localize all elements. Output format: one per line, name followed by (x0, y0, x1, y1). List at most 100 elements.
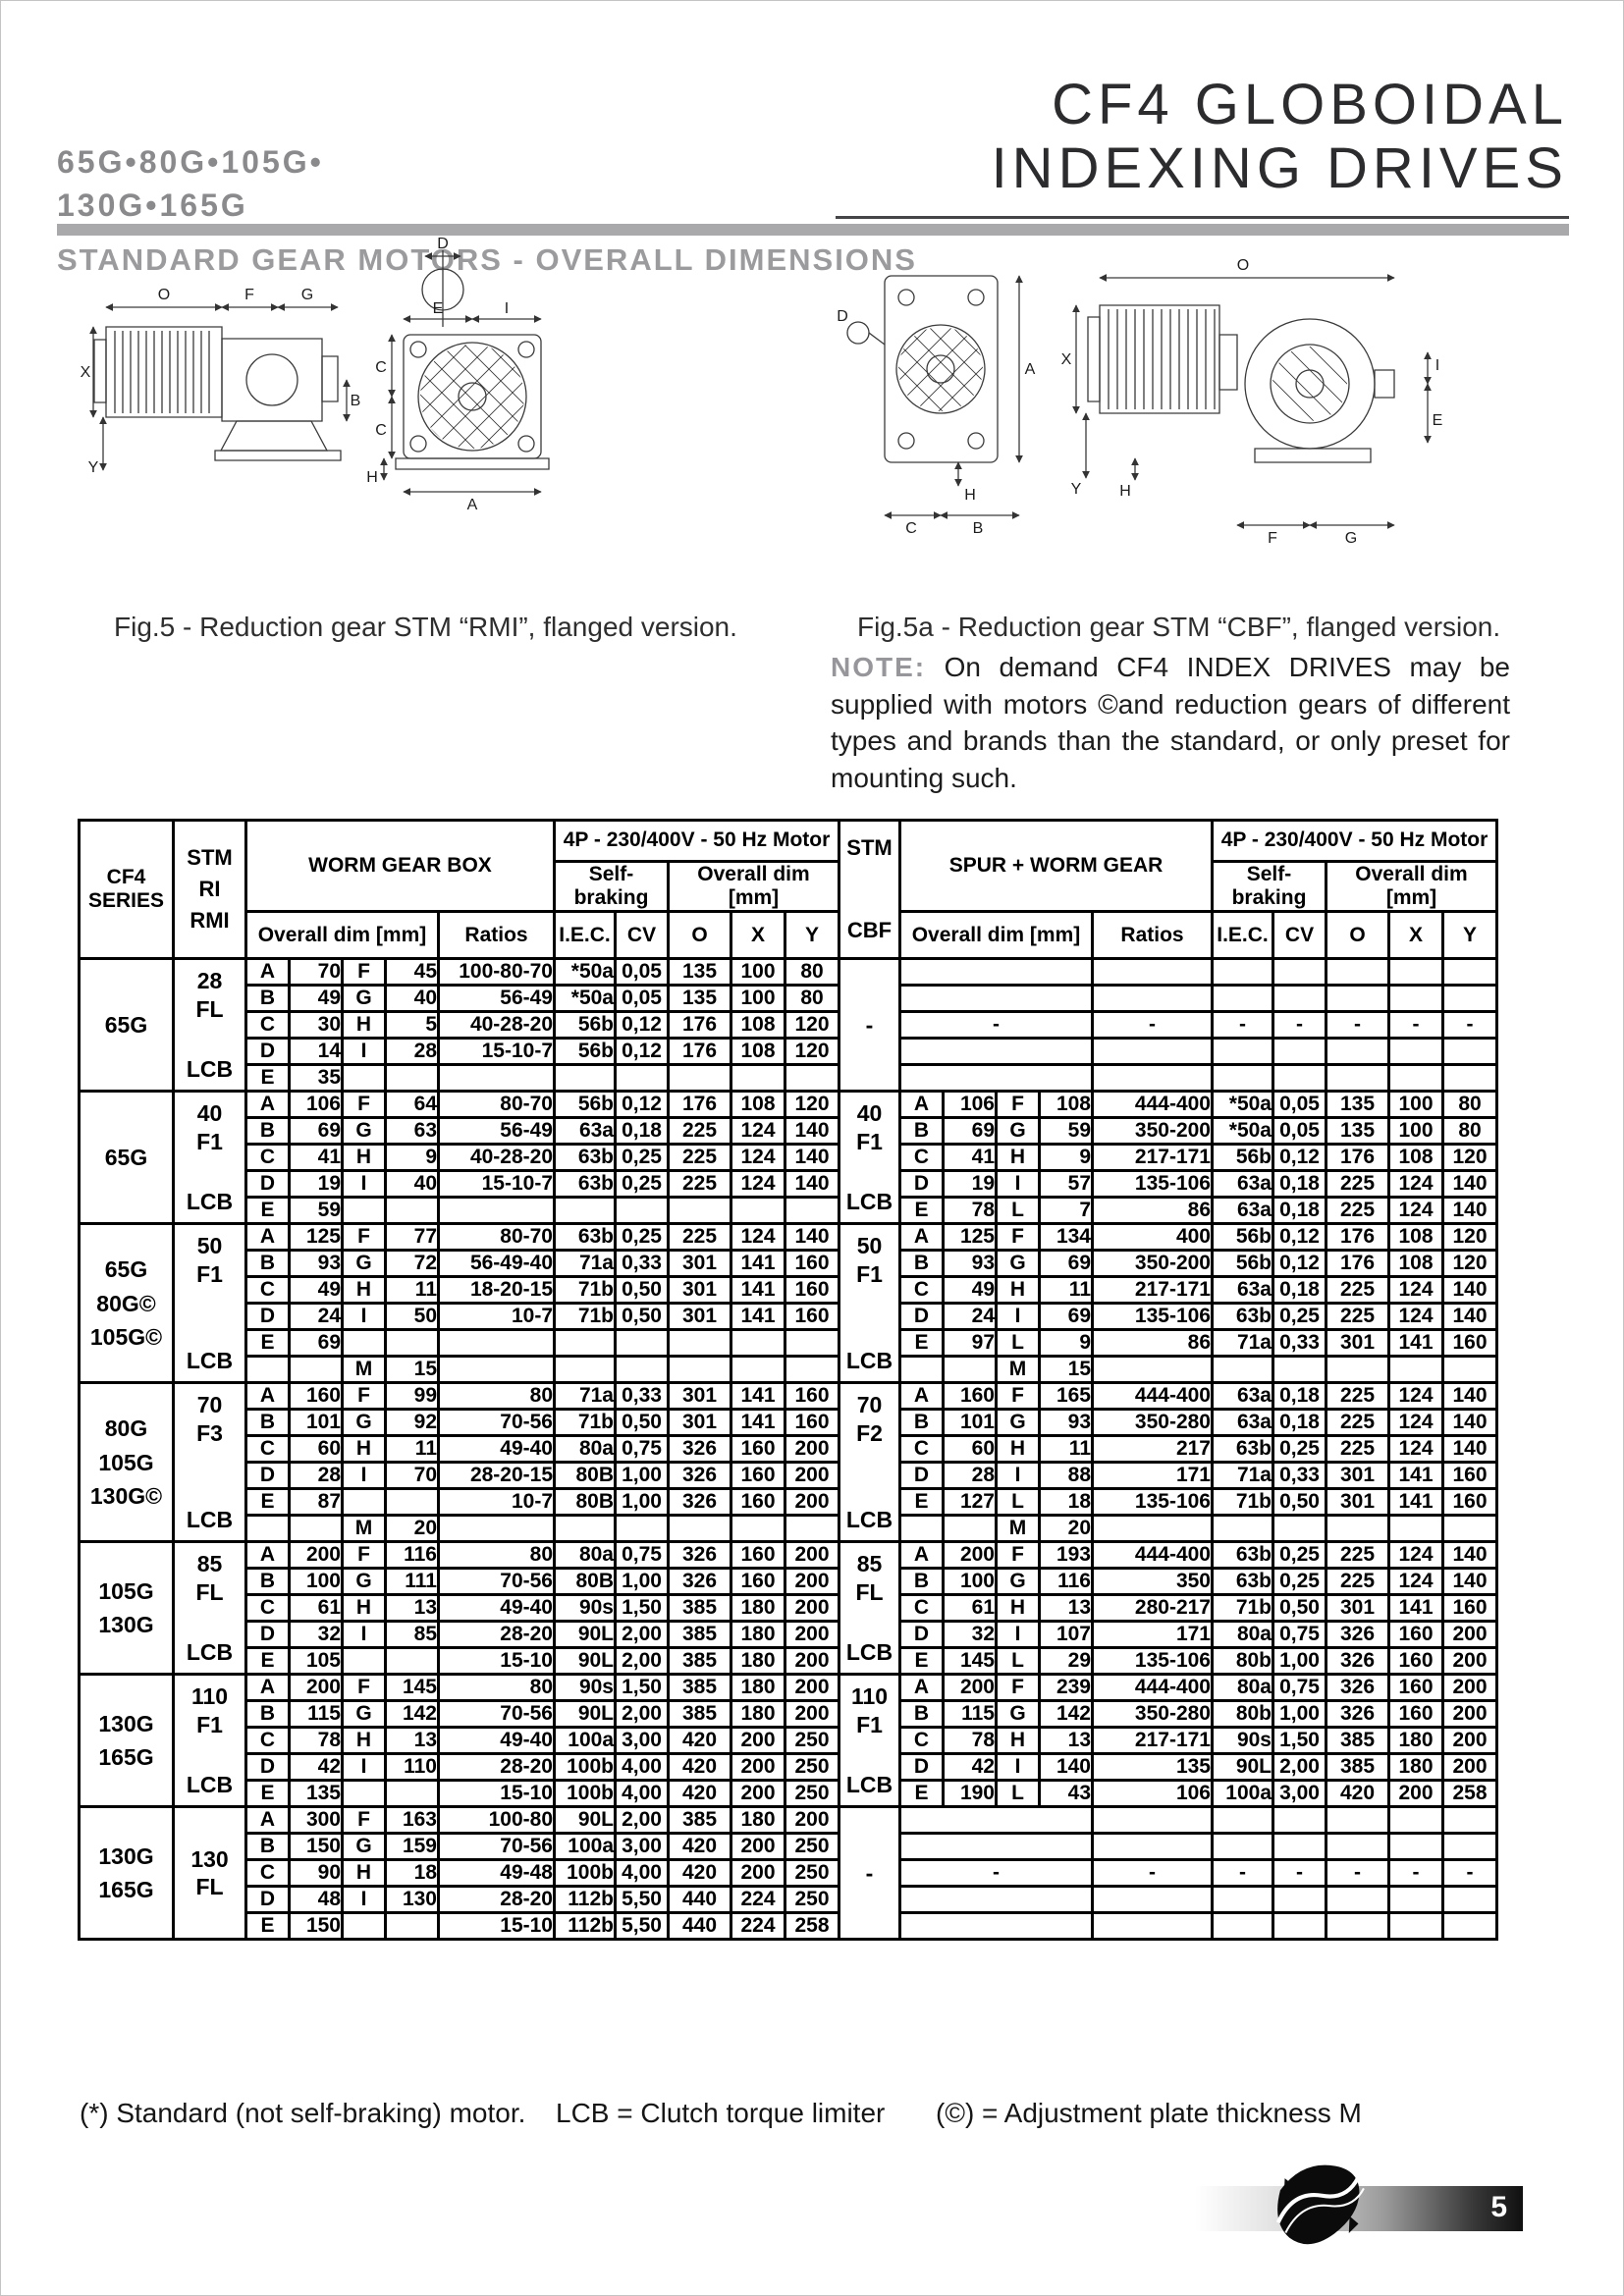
table-cell: 100b (553, 1858, 617, 1889)
dim-label-c: C (375, 359, 387, 376)
table-cell: I (995, 1302, 1041, 1332)
table-cell (898, 1037, 1094, 1067)
table-cell (667, 1355, 732, 1385)
table-cell: A (244, 1090, 291, 1120)
table-cell: 200 (730, 1858, 786, 1889)
table-cell: 63a (1211, 1381, 1274, 1412)
table-cell: 193 (1038, 1540, 1094, 1571)
dim-label-x: X (1061, 351, 1072, 368)
table-cell: 120 (1441, 1249, 1498, 1279)
table-cell: B (898, 1699, 945, 1730)
table-cell: 43 (1038, 1779, 1094, 1809)
table-cell (341, 1646, 387, 1677)
table-cell: 160 (1441, 1593, 1498, 1624)
stm-ri-cell: 40 F1 LCB (172, 1090, 247, 1226)
table-cell (1272, 1832, 1327, 1862)
table-cell: 160 (1441, 1487, 1498, 1518)
table-cell: 110 (384, 1752, 440, 1783)
table-row: 65G 28 FL LCB A 70 F 45 100-80-70 *50a 0,05 135 100… (78, 957, 1498, 1094)
table-cell: B (898, 1249, 945, 1279)
table-cell: E (244, 1063, 291, 1094)
table-cell: D (898, 1169, 945, 1200)
table-cell: 163 (384, 1805, 440, 1836)
table-cell: B (244, 1249, 291, 1279)
table-cell: 115 (288, 1699, 344, 1730)
table-cell: 0,50 (614, 1408, 670, 1438)
table-cell: 120 (1441, 1222, 1498, 1253)
table-cell: C (898, 1434, 945, 1465)
table-cell: C (244, 1010, 291, 1041)
section-title: STANDARD GEAR MOTORS - OVERALL DIMENSION… (57, 242, 917, 277)
table-cell: 10-7 (437, 1302, 556, 1332)
table-cell: 63a (1211, 1408, 1274, 1438)
series-cell: 105G 130G (78, 1540, 175, 1677)
table-row: C 41 H 9 40-28-20 63b 0,25 225 124 140 C 41 H 9 217-17… (80, 1143, 1498, 1173)
table-cell: 100a (1211, 1779, 1274, 1809)
table-cell: 0,75 (1272, 1673, 1327, 1703)
table-cell: 180 (730, 1805, 786, 1836)
table-cell: 217 (1091, 1434, 1214, 1465)
table-cell: 124 (1387, 1275, 1444, 1306)
table-cell: C (898, 1143, 945, 1173)
table-cell: 200 (730, 1779, 786, 1809)
table-cell: M (995, 1355, 1041, 1385)
dim-label-f: F (1268, 530, 1277, 547)
table-cell: - (1325, 1010, 1390, 1041)
table-cell: 141 (730, 1381, 786, 1412)
table-cell: A (898, 1222, 945, 1253)
table-cell: 108 (730, 1090, 786, 1120)
table-cell (1387, 1514, 1444, 1544)
table-cell (1272, 1355, 1327, 1385)
table-cell: 90 (288, 1858, 344, 1889)
fig5-caption: Fig.5 - Reduction gear STM “RMI”, flange… (114, 612, 737, 642)
table-cell: A (244, 1381, 291, 1412)
col-header-overall-dim-worm: Overall dim [mm] (244, 910, 440, 961)
table-cell: 80 (1441, 1116, 1498, 1147)
table-cell (784, 1328, 840, 1359)
table-cell: 301 (1325, 1487, 1390, 1518)
table-cell: - (1272, 1858, 1327, 1889)
table-cell: 140 (784, 1116, 840, 1147)
table-cell: 190 (942, 1779, 998, 1809)
table-cell (1091, 957, 1214, 988)
table-cell: 116 (1038, 1567, 1094, 1597)
table-cell: E (244, 1779, 291, 1809)
table-cell: I (995, 1752, 1041, 1783)
table-cell: 176 (667, 1010, 732, 1041)
table-cell: 2,00 (614, 1646, 670, 1677)
table-cell: 112b (553, 1885, 617, 1915)
table-cell: 56b (553, 1010, 617, 1041)
table-cell: 142 (1038, 1699, 1094, 1730)
table-cell: H (995, 1434, 1041, 1465)
table-cell: 140 (1441, 1567, 1498, 1597)
table-cell: G (341, 1832, 387, 1862)
table-cell: 200 (942, 1673, 998, 1703)
table-cell (1387, 957, 1444, 988)
table-cell (341, 1063, 387, 1094)
table-cell: 135-106 (1091, 1487, 1214, 1518)
series-cell: 80G 105G 130G© (78, 1381, 175, 1544)
table-row: M 15 M 15 (80, 1355, 1498, 1385)
table-cell: 69 (1038, 1249, 1094, 1279)
table-cell: 176 (1325, 1249, 1390, 1279)
table-cell: 140 (1441, 1434, 1498, 1465)
table-row: E 150 15-10 112b 5,50 440 224 258 (80, 1911, 1498, 1942)
table-row: E 135 15-10 100b 4,00 420 200 250 E 190 L 43 106 100a… (80, 1779, 1498, 1809)
table-cell: 301 (1325, 1461, 1390, 1491)
table-row: B 93 G 72 56-49-40 71a 0,33 301 141 160 B 93 G 69 350-… (80, 1249, 1498, 1279)
dim-label-g: G (1345, 530, 1357, 547)
table-cell: E (898, 1646, 945, 1677)
dim-label-c: C (905, 520, 917, 537)
table-cell: 80-70 (437, 1090, 556, 1120)
table-row: B 100 G 111 70-56 80B 1,00 326 160 200 B 100 G 116 350… (80, 1567, 1498, 1597)
table-cell: H (995, 1593, 1041, 1624)
table-cell: 42 (942, 1752, 998, 1783)
table-cell: - (1441, 1858, 1498, 1889)
table-cell: 99 (384, 1381, 440, 1412)
table-cell: L (995, 1328, 1041, 1359)
table-cell: 100b (553, 1752, 617, 1783)
table-cell: B (244, 1699, 291, 1730)
table-cell: 90s (553, 1673, 617, 1703)
table-cell: 15-10 (437, 1779, 556, 1809)
table-cell: 108 (1387, 1222, 1444, 1253)
